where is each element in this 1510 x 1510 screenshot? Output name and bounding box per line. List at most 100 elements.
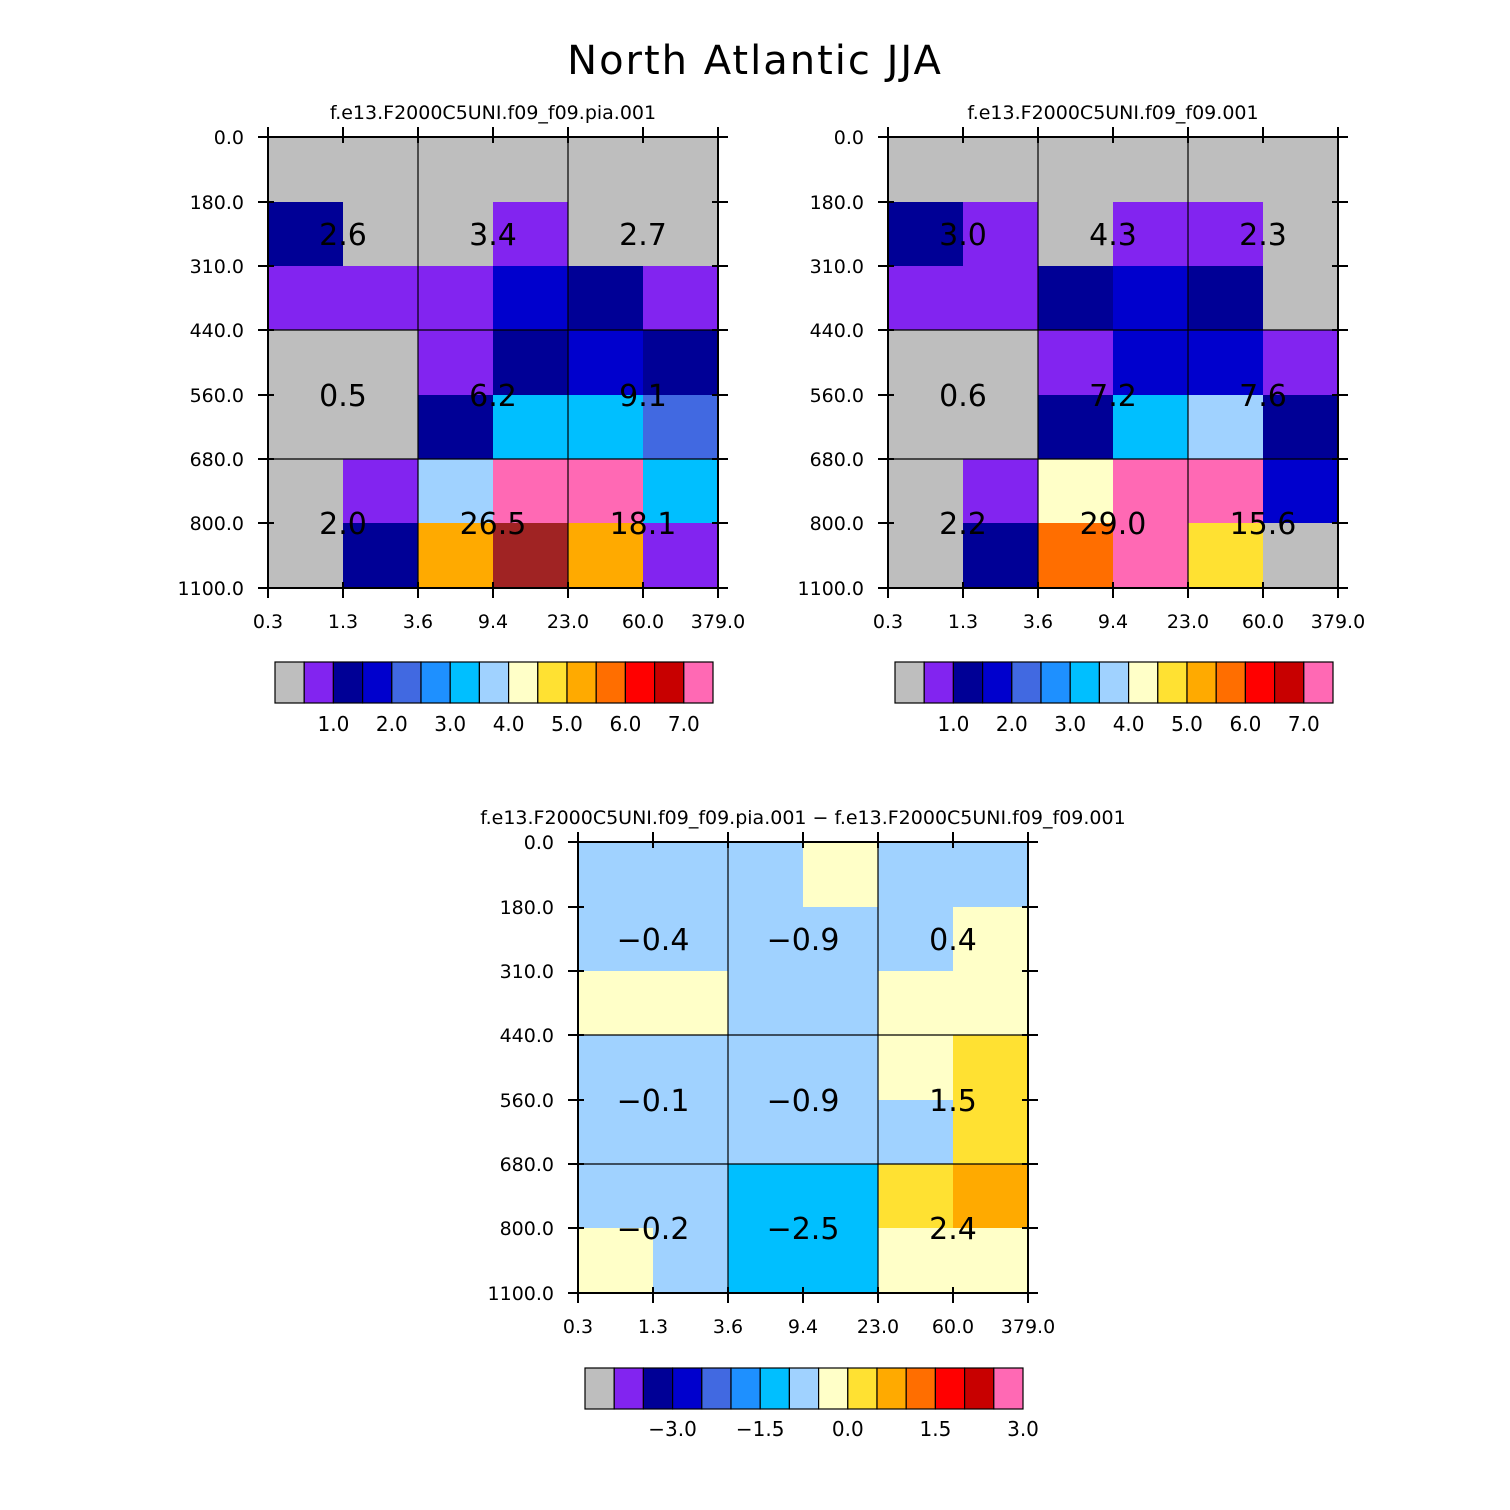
colorbar-label: −1.5 [736,1417,785,1441]
colorbar-box [362,661,393,704]
colorbar-box [952,661,984,704]
box-value-label: −0.2 [617,1212,690,1247]
heatmap-cell [963,395,1039,460]
heatmap-cell [568,395,644,460]
heatmap-cell [343,523,419,589]
heatmap-cell [878,842,954,908]
panel-title: f.e13.F2000C5UNI.f09_f09.pia.001 − f.e13… [480,807,1125,829]
heatmap-cell [653,1164,729,1229]
heatmap-cell [493,137,569,203]
colorbar-box [759,1367,791,1410]
heatmap-cell [878,1164,954,1229]
x-tick-label: 23.0 [857,1316,899,1338]
colorbar-box [595,661,627,704]
heatmap-cell [888,459,964,524]
box-value-label: 1.5 [929,1084,977,1119]
y-tick-label: 1100.0 [798,578,864,600]
box-value-label: 3.0 [939,218,987,253]
colorbar-label: 7.0 [668,712,700,736]
colorbar: 1.0 2.0 3.0 4.0 5.0 6.0 7.0 [894,661,1334,736]
heatmap-cell [888,330,964,396]
y-tick-label: 180.0 [810,192,864,214]
box-value-label: 0.5 [319,379,367,414]
heatmap-cell [418,523,494,589]
colorbar-box [1157,661,1188,704]
colorbar-label: −3.0 [648,1417,697,1441]
heatmap-cell [268,523,344,589]
heatmap-cell [1263,330,1339,396]
x-tick-label: 9.4 [788,1316,818,1338]
heatmap-cell [953,1164,1029,1229]
y-tick-label: 0.0 [834,127,864,149]
heatmap-cell [1188,395,1264,460]
colorbar-label: 2.0 [376,712,408,736]
colorbar-box [1273,661,1305,704]
heatmap-cell [728,971,804,1036]
heatmap-cell [568,202,644,267]
heatmap-cell [1038,202,1114,267]
colorbar-label: 5.0 [551,712,583,736]
heatmap-cell [1188,137,1264,203]
heatmap-cell [578,1035,654,1101]
heatmap-cell [1188,523,1264,589]
box-value-label: 9.1 [619,379,667,414]
heatmap-cell [1113,202,1189,267]
box-value-label: 2.2 [939,507,987,542]
heatmap-cell [878,1228,954,1294]
heatmap-cell [803,1100,879,1165]
x-tick-label: 3.6 [713,1316,743,1338]
heatmap-cell [888,523,964,589]
colorbar-box [905,1367,937,1410]
colorbar: 1.0 2.0 3.0 4.0 5.0 6.0 7.0 [274,661,714,736]
y-tick-label: 1100.0 [178,578,244,600]
colorbar-label: 4.0 [1113,712,1145,736]
heatmap-cell [728,842,804,908]
heatmap-cell [1113,459,1189,524]
panel-1: f.e13.F2000C5UNI.f09_f09.pia.001 0.0 180.0… [178,102,746,736]
y-tick-label: 310.0 [190,256,244,278]
heatmap-cell [878,1100,954,1165]
heatmap-cell [963,266,1039,331]
heatmap-cell [963,137,1039,203]
colorbar-label: 7.0 [1288,712,1320,736]
colorbar-box [817,1367,849,1410]
colorbar-box [788,1367,820,1410]
x-tick-label: 3.6 [1023,611,1053,633]
heatmap-cell [643,459,719,524]
y-tick-label: 680.0 [500,1154,554,1176]
heatmap-cell [343,202,419,267]
colorbar-box [1011,661,1042,704]
box-value-label: 29.0 [1080,507,1147,542]
heatmap-cell [578,842,654,908]
colorbar-box [449,661,481,704]
colorbar-box [391,661,422,704]
heatmap-cell [803,971,879,1036]
colorbar: −3.0 −1.5 0.0 1.5 3.0 [584,1367,1039,1441]
heatmap-cell [1263,202,1339,267]
heatmap-cell [653,1100,729,1165]
y-tick-label: 800.0 [810,513,864,535]
heatmap-cell [728,1100,804,1165]
heatmap-cell [1038,395,1114,460]
heatmap-cell [1038,137,1114,203]
x-tick-label: 60.0 [622,611,664,633]
heatmap-cell [888,202,964,267]
heatmap-cell [878,907,954,972]
heatmap-cell [878,1035,954,1101]
heatmap-cell [1263,459,1339,524]
colorbar-box [537,661,568,704]
heatmap-cell [1113,523,1189,589]
colorbar-box [584,1367,615,1410]
colorbar-box [993,1367,1024,1410]
heatmap-cell [418,266,494,331]
heatmap-cell [493,395,569,460]
heatmap-cell [653,842,729,908]
heatmap-cell [1263,137,1339,203]
box-value-label: −0.9 [767,1084,840,1119]
panel-3: f.e13.F2000C5UNI.f09_f09.pia.001 − f.e13… [480,807,1125,1441]
box-value-label: 18.1 [610,507,677,542]
heatmap-cell [268,266,344,331]
heatmap-cell [803,1035,879,1101]
heatmap-cell [803,1164,879,1229]
